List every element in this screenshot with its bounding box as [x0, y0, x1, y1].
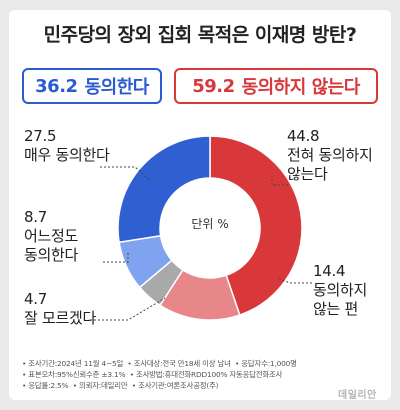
note-target: • 조사대상:전국 만18세 이상 남녀	[127, 359, 231, 368]
label-somewhat-disagree: 14.4 동의하지 않는 편	[313, 262, 367, 319]
note-method: • 조사방법:휴대전화RDD100% 자동응답전화조사	[129, 370, 283, 379]
note-response-rate: • 응답률:2.5%	[22, 381, 69, 390]
leader-line-2	[103, 253, 129, 263]
label-strongly-disagree-text2: 않는다	[287, 165, 328, 183]
disagree-summary-box: 59.2 동의하지 않는다	[174, 68, 378, 104]
leader-line-3	[90, 297, 166, 321]
label-strongly-disagree: 44.8 전혀 동의하지 않는다	[287, 127, 373, 184]
leader-line-1	[100, 166, 151, 181]
label-dont-know-value: 4.7	[24, 290, 47, 308]
note-period: • 조사기간:2024년 11월 4~5일	[22, 359, 124, 368]
note-agency: • 조사기관:여론조사공정(주)	[131, 381, 219, 390]
page-title: 민주당의 장외 집회 목적은 이재명 방탄?	[43, 24, 357, 46]
note-client: • 의뢰자:데일리안	[72, 381, 128, 390]
dailian-logo: 데일리안	[338, 390, 377, 401]
label-somewhat-disagree-value: 14.4	[313, 262, 346, 280]
leader-line-4	[271, 178, 288, 186]
survey-notes: • 조사기간:2024년 11월 4~5일 • 조사대상:전국 만18세 이상 …	[22, 358, 352, 391]
label-somewhat-disagree-text1: 동의하지	[313, 281, 368, 299]
agree-summary-box: 36.2 동의한다	[22, 68, 162, 104]
note-respondents: • 응답자수:1,000명	[234, 359, 297, 368]
label-dont-know-text: 잘 모르겠다	[24, 309, 96, 327]
label-somewhat-agree-text2: 동의한다	[24, 246, 79, 264]
donut-slice-1	[209, 135, 303, 317]
disagree-summary-value: 59.2	[192, 75, 235, 97]
label-very-agree-value: 27.5	[24, 127, 57, 145]
label-strongly-disagree-value: 44.8	[287, 127, 320, 145]
label-strongly-disagree-text1: 전혀 동의하지	[287, 146, 373, 164]
label-dont-know: 4.7 잘 모르겠다	[24, 290, 96, 328]
leader-line-5	[277, 277, 312, 284]
label-somewhat-agree: 8.7 어느정도 동의한다	[24, 208, 78, 265]
donut-slice-5	[117, 135, 211, 244]
disagree-summary-label: 동의하지 않는다	[241, 77, 361, 98]
label-very-agree-text: 매우 동의한다	[24, 146, 110, 164]
chart-center-label: 단위 %	[191, 217, 229, 231]
label-somewhat-agree-text1: 어느정도	[24, 227, 79, 245]
agree-summary-value: 36.2	[35, 75, 78, 97]
note-margin: • 표본오차:95%신뢰수준 ±3.1%	[22, 370, 126, 379]
label-somewhat-disagree-text2: 않는 편	[313, 300, 358, 318]
label-very-agree: 27.5 매우 동의한다	[24, 127, 110, 165]
label-somewhat-agree-value: 8.7	[24, 208, 47, 226]
agree-summary-label: 동의한다	[84, 77, 150, 98]
